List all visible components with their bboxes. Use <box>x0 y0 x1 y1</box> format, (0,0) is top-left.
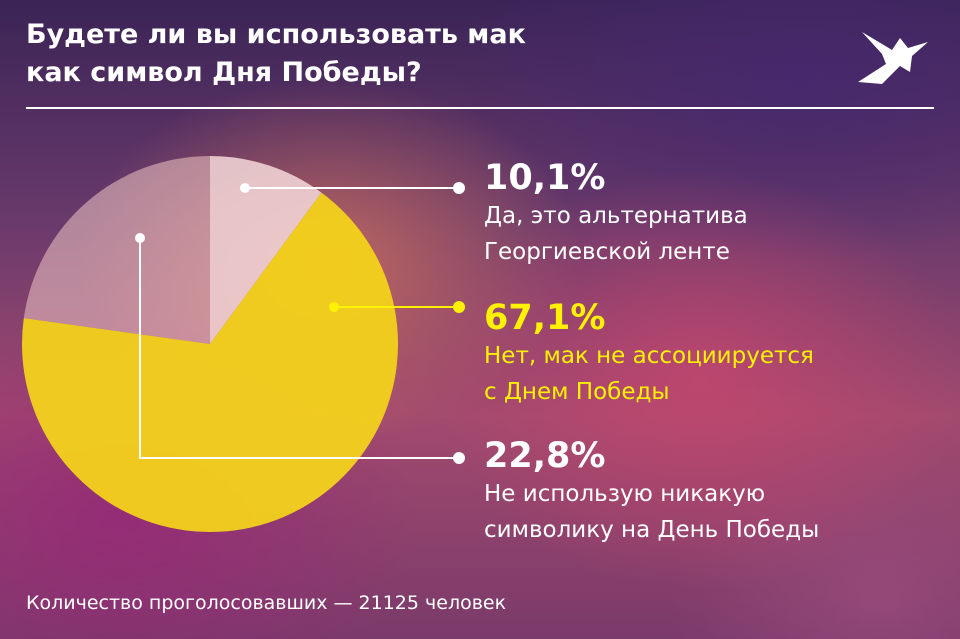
chart-title: Будете ли вы использовать мак как символ… <box>26 16 726 92</box>
pie-slice-no <box>21 192 398 532</box>
title-divider <box>26 107 934 109</box>
slice-desc-none: Не использую никакую символику на День П… <box>484 476 924 548</box>
slice-desc-yes-line-2: Георгиевской ленте <box>484 239 730 265</box>
slice-percent-no: 67,1% <box>484 298 606 338</box>
slice-desc-yes: Да, это альтернатива Георгиевской ленте <box>484 198 924 270</box>
leader-line-no-end-dot <box>453 301 465 313</box>
chart-title-line-1: Будете ли вы использовать мак <box>26 19 526 50</box>
leader-line-yes-start-dot <box>240 183 250 193</box>
slice-desc-none-line-2: символику на День Победы <box>484 517 820 543</box>
leader-line-none-end-dot <box>453 452 465 464</box>
slice-desc-no: Нет, мак не ассоциируется с Днем Победы <box>484 338 924 410</box>
slice-desc-no-line-1: Нет, мак не ассоциируется <box>484 343 814 369</box>
slice-desc-yes-line-1: Да, это альтернатива <box>484 203 748 229</box>
slice-label-yes: 10,1% Да, это альтернатива Георгиевской … <box>484 158 924 270</box>
pie-slice-yes <box>210 156 322 344</box>
leader-line-none <box>139 238 459 459</box>
slice-desc-none-line-1: Не использую никакую <box>484 481 766 507</box>
chart-title-line-2: как символ Дня Победы? <box>26 57 422 88</box>
leader-line-no-start-dot <box>329 302 339 312</box>
slice-label-no: 67,1% Нет, мак не ассоциируется с Днем П… <box>484 298 924 410</box>
slice-label-none: 22,8% Не использую никакую символику на … <box>484 436 924 548</box>
footer-note: Количество проголосовавших — 21125 челов… <box>26 592 507 614</box>
slice-percent-yes: 10,1% <box>484 158 606 198</box>
leader-line-none-start-dot <box>135 233 145 243</box>
pie-slice-none <box>23 156 211 344</box>
slice-percent-none: 22,8% <box>484 436 606 476</box>
bird-icon <box>858 32 928 84</box>
slice-desc-no-line-2: с Днем Победы <box>484 379 670 405</box>
leader-line-yes-end-dot <box>453 182 465 194</box>
